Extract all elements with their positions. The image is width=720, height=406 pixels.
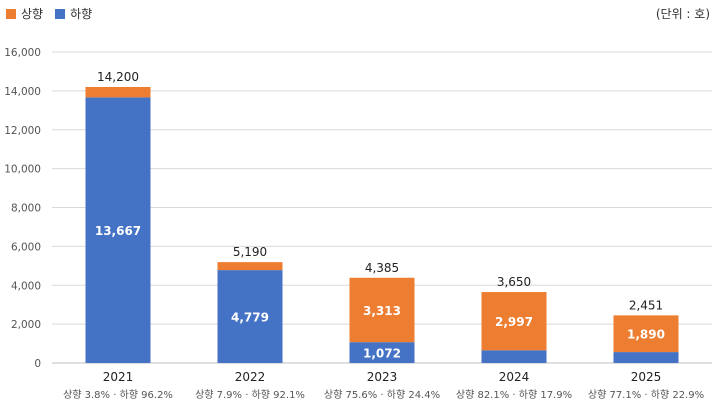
bar-segment-up — [217, 262, 283, 271]
legend-label-down: 하향 — [70, 7, 93, 21]
x-sublabel: 상향 75.6% · 하향 24.4% — [324, 388, 440, 401]
x-sublabel: 상향 82.1% · 하향 17.9% — [456, 388, 572, 401]
x-sublabel: 상향 3.8% · 하향 96.2% — [63, 388, 173, 401]
y-tick-label: 6,000 — [11, 241, 41, 253]
x-sublabel: 상향 77.1% · 하향 22.9% — [588, 388, 704, 401]
data-label-down: 4,779 — [231, 311, 269, 325]
bar-segment-down — [217, 270, 283, 363]
total-label: 14,200 — [97, 70, 139, 84]
data-label-up: 2,997 — [495, 315, 533, 329]
data-label-down: 13,667 — [95, 224, 141, 238]
total-label: 3,650 — [497, 275, 531, 289]
total-label: 5,190 — [233, 245, 267, 259]
y-tick-label: 10,000 — [4, 164, 41, 176]
total-label: 4,385 — [365, 261, 399, 275]
legend: 상향 하향 — [6, 5, 104, 22]
bar-segment-down — [85, 97, 151, 363]
legend-item-up: 상향 — [6, 5, 43, 22]
bar-segment-down — [349, 342, 415, 363]
bar-segment-down — [613, 352, 679, 363]
legend-swatch-up — [6, 8, 16, 19]
data-label-down: 1,072 — [363, 347, 401, 361]
unit-label: (단위 : 호) — [655, 7, 710, 21]
bar-segment-up — [85, 86, 151, 98]
x-tick-label: 2024 — [499, 370, 530, 384]
data-label-up: 1,890 — [627, 328, 665, 342]
bar-segment-down — [481, 350, 547, 363]
legend-label-up: 상향 — [21, 7, 44, 21]
x-tick-label: 2021 — [103, 370, 134, 384]
bar-segment-up — [613, 315, 679, 353]
x-tick-label: 2023 — [367, 370, 398, 384]
y-tick-label: 12,000 — [4, 125, 41, 137]
bar-segment-up — [481, 292, 547, 351]
y-tick-label: 16,000 — [4, 47, 41, 59]
bar-segment-up — [349, 277, 415, 343]
data-label-up: 3,313 — [363, 304, 401, 318]
y-tick-label: 4,000 — [11, 280, 41, 292]
y-tick-label: 8,000 — [11, 203, 41, 215]
legend-swatch-down — [55, 8, 66, 19]
x-tick-label: 2025 — [631, 370, 662, 384]
y-tick-label: 14,000 — [4, 86, 41, 98]
total-label: 2,451 — [629, 298, 663, 312]
legend-item-down: 하향 — [55, 5, 92, 22]
x-sublabel: 상향 7.9% · 하향 92.1% — [195, 388, 305, 401]
y-tick-label: 2,000 — [11, 319, 41, 331]
y-tick-label: 0 — [34, 358, 41, 370]
x-tick-label: 2022 — [235, 370, 266, 384]
